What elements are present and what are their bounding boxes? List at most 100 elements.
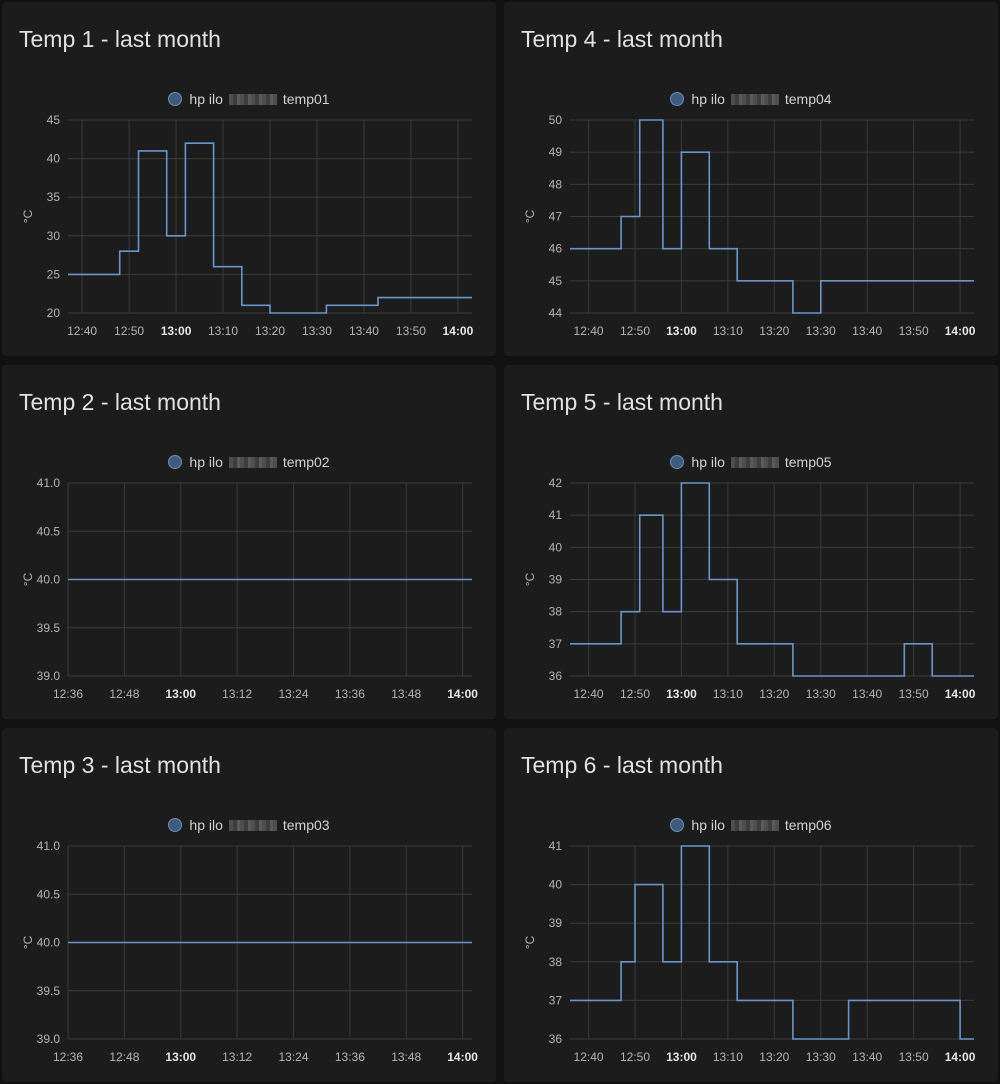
y-tick-label: 40 bbox=[549, 540, 563, 554]
card-title[interactable]: Temp 1 - last month bbox=[19, 26, 221, 52]
x-tick-label: 13:50 bbox=[899, 687, 929, 701]
y-tick-label: 40.0 bbox=[37, 573, 61, 587]
redacted-hostname bbox=[730, 819, 779, 831]
y-tick-label: 49 bbox=[549, 145, 563, 159]
x-tick-label: 13:50 bbox=[396, 324, 426, 338]
x-tick-label: 13:00 bbox=[161, 324, 192, 338]
x-tick-label: 12:50 bbox=[114, 324, 144, 338]
series-line[interactable] bbox=[570, 119, 974, 314]
x-tick-label: 13:50 bbox=[899, 1050, 929, 1064]
x-tick-label: 13:10 bbox=[208, 324, 238, 338]
x-tick-label: 13:12 bbox=[222, 1050, 252, 1064]
temperature-chart[interactable]: 45 40 35 30 25 20 12:40 12:50 13:00 13:10 13:20 13:… bbox=[2, 2, 496, 356]
chart-card-temp3: Temp 3 - last month hp ilo temp03 41.0 40… bbox=[2, 728, 496, 1082]
y-axis-title: °C bbox=[21, 935, 35, 949]
x-tick-label: 13:20 bbox=[759, 687, 789, 701]
chart-card-temp4: Temp 4 - last month hp ilo temp04 50 49 48… bbox=[504, 2, 998, 356]
temperature-chart[interactable]: 41.0 40.5 40.0 39.5 39.0 12:36 12:48 13:00 13:12… bbox=[2, 728, 496, 1082]
x-tick-label: 12:36 bbox=[53, 1050, 83, 1064]
y-tick-label: 25 bbox=[47, 267, 61, 281]
x-tick-label: 13:00 bbox=[165, 1050, 196, 1064]
x-tick-label: 14:00 bbox=[945, 1050, 976, 1064]
y-tick-label: 39.0 bbox=[37, 1032, 61, 1046]
y-tick-label: 40.5 bbox=[37, 887, 61, 901]
x-tick-label: 13:00 bbox=[666, 687, 697, 701]
x-tick-label: 13:40 bbox=[852, 324, 882, 338]
x-tick-label: 13:24 bbox=[278, 687, 308, 701]
legend-label-suffix: temp04 bbox=[784, 91, 832, 107]
legend-circle-icon bbox=[670, 818, 685, 832]
series-line[interactable] bbox=[570, 845, 974, 1040]
legend-label-prefix: hp ilo bbox=[189, 91, 223, 107]
x-tick-label: 12:36 bbox=[53, 687, 83, 701]
redacted-hostname bbox=[228, 456, 277, 468]
x-tick-label: 13:30 bbox=[806, 324, 836, 338]
legend-label-prefix: hp ilo bbox=[691, 91, 725, 107]
y-tick-label: 37 bbox=[549, 993, 563, 1007]
chart-legend[interactable]: hp ilo temp03 bbox=[2, 814, 496, 836]
y-tick-label: 41 bbox=[549, 508, 563, 522]
y-tick-label: 41 bbox=[549, 839, 563, 853]
y-tick-label: 50 bbox=[549, 113, 563, 127]
x-tick-label: 13:48 bbox=[391, 687, 421, 701]
y-tick-label: 45 bbox=[47, 113, 61, 127]
legend-label-suffix: temp01 bbox=[282, 91, 330, 107]
legend-label-suffix: temp05 bbox=[784, 454, 832, 470]
chart-legend[interactable]: hp ilo temp04 bbox=[504, 88, 998, 110]
x-tick-label: 13:10 bbox=[713, 324, 743, 338]
x-tick-label: 13:30 bbox=[806, 1050, 836, 1064]
x-tick-label: 13:36 bbox=[335, 687, 365, 701]
chart-card-temp6: Temp 6 - last month hp ilo temp06 41 40 39… bbox=[504, 728, 998, 1082]
x-tick-label: 12:50 bbox=[620, 1050, 650, 1064]
temperature-chart[interactable]: 42 41 40 39 38 37 36 12:40 12:50 13:00 13:10 13:20 1… bbox=[504, 365, 998, 719]
chart-card-temp1: Temp 1 - last month hp ilo temp01 45 40 35… bbox=[2, 2, 496, 356]
x-tick-label: 13:12 bbox=[222, 687, 252, 701]
redacted-hostname bbox=[228, 819, 277, 831]
y-tick-label: 35 bbox=[47, 190, 61, 204]
x-tick-label: 13:20 bbox=[255, 324, 285, 338]
legend-label-suffix: temp03 bbox=[282, 817, 330, 833]
y-tick-label: 40 bbox=[549, 878, 563, 892]
y-tick-label: 44 bbox=[549, 306, 563, 320]
x-tick-label: 13:48 bbox=[391, 1050, 421, 1064]
x-tick-label: 14:00 bbox=[447, 1050, 478, 1064]
x-tick-label: 13:36 bbox=[335, 1050, 365, 1064]
y-tick-label: 39.0 bbox=[37, 669, 61, 683]
x-tick-label: 12:50 bbox=[620, 687, 650, 701]
chart-legend[interactable]: hp ilo temp05 bbox=[504, 451, 998, 473]
x-tick-label: 13:10 bbox=[713, 1050, 743, 1064]
temperature-chart[interactable]: 41 40 39 38 37 36 12:40 12:50 13:00 13:10 13:20 13:… bbox=[504, 728, 998, 1082]
card-title[interactable]: Temp 4 - last month bbox=[521, 26, 723, 52]
card-title[interactable]: Temp 6 - last month bbox=[521, 752, 723, 778]
y-tick-label: 37 bbox=[549, 637, 563, 651]
legend-label-prefix: hp ilo bbox=[189, 454, 223, 470]
x-tick-label: 12:40 bbox=[67, 324, 97, 338]
y-tick-label: 48 bbox=[549, 177, 563, 191]
x-tick-label: 13:20 bbox=[759, 324, 789, 338]
temperature-chart[interactable]: 50 49 48 47 46 45 44 12:40 12:50 13:00 13:10 13:20 1… bbox=[504, 2, 998, 356]
series-line[interactable] bbox=[570, 482, 974, 677]
temperature-chart[interactable]: 41.0 40.5 40.0 39.5 39.0 12:36 12:48 13:00 13:12… bbox=[2, 365, 496, 719]
x-tick-label: 13:00 bbox=[165, 687, 196, 701]
y-tick-label: 38 bbox=[549, 955, 563, 969]
series-line[interactable] bbox=[68, 142, 472, 314]
card-title[interactable]: Temp 2 - last month bbox=[19, 389, 221, 415]
chart-legend[interactable]: hp ilo temp02 bbox=[2, 451, 496, 473]
chart-card-temp2: Temp 2 - last month hp ilo temp02 41.0 40… bbox=[2, 365, 496, 719]
card-title[interactable]: Temp 5 - last month bbox=[521, 389, 723, 415]
x-tick-label: 14:00 bbox=[443, 324, 474, 338]
y-tick-label: 41.0 bbox=[37, 839, 61, 853]
x-tick-label: 13:00 bbox=[666, 1050, 697, 1064]
x-tick-label: 13:40 bbox=[852, 687, 882, 701]
x-tick-label: 14:00 bbox=[945, 324, 976, 338]
x-tick-label: 13:24 bbox=[278, 1050, 308, 1064]
x-tick-label: 12:48 bbox=[109, 687, 139, 701]
legend-label-suffix: temp06 bbox=[784, 817, 832, 833]
card-title[interactable]: Temp 3 - last month bbox=[19, 752, 221, 778]
x-tick-label: 12:40 bbox=[574, 687, 604, 701]
chart-legend[interactable]: hp ilo temp01 bbox=[2, 88, 496, 110]
y-tick-label: 40.5 bbox=[37, 524, 61, 538]
y-tick-label: 40.0 bbox=[37, 936, 61, 950]
chart-legend[interactable]: hp ilo temp06 bbox=[504, 814, 998, 836]
